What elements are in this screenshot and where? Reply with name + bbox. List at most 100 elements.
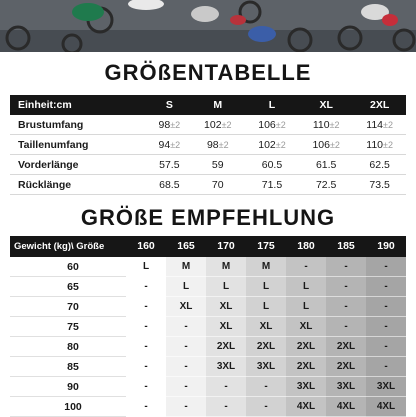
table-row: 65- L L L L - - [10, 277, 406, 297]
measure-cell: 98±2 [190, 134, 245, 155]
table-row: 80- -2XL 2XL 2XL 2XL - [10, 337, 406, 357]
tolerance: ±2 [383, 139, 393, 150]
size-recommendation-cell: 4XL [326, 397, 366, 417]
measure-cell: 94±2 [148, 134, 191, 155]
size-recommendation-cell: - [126, 397, 166, 417]
size-recommendation-cell: XL [246, 317, 286, 337]
size-recommendation-cell: 4XL [366, 397, 406, 417]
table-row: 90- - - -3XL 3XL 3XL [10, 377, 406, 397]
size-header: XL [299, 95, 354, 115]
weight-label: 60 [10, 257, 126, 277]
size-recommendation-cell: L [286, 297, 326, 317]
cyclists-illustration [0, 0, 416, 52]
weight-label: 100 [10, 397, 126, 417]
size-recommendation-cell: - [166, 317, 206, 337]
size-recommendation-cell: 3XL [366, 377, 406, 397]
size-recommendation-cell: L [166, 277, 206, 297]
size-chart-table: Einheit:cm S M L XL 2XL Brustumfang 98±2… [10, 95, 406, 195]
measure-value: 59 [190, 154, 245, 175]
size-chart-header-row: Einheit:cm S M L XL 2XL [10, 95, 406, 115]
measure-value: 106 [258, 118, 276, 131]
size-recommendation-cell: - [126, 277, 166, 297]
table-row: 70- XL XL L L - - [10, 297, 406, 317]
size-recommendation-cell: 3XL [206, 357, 246, 377]
table-row: 85- -3XL 3XL 2XL 2XL - [10, 357, 406, 377]
size-recommendation-cell: - [166, 377, 206, 397]
size-recommendation-cell: - [326, 257, 366, 277]
size-recommendation-cell: - [126, 337, 166, 357]
height-header: 190 [377, 240, 395, 252]
tolerance: ±2 [221, 119, 232, 130]
size-recommendation-cell: - [366, 317, 406, 337]
size-recommendation-cell: 2XL [326, 357, 366, 377]
measure-value: 72.5 [299, 174, 354, 195]
weight-label: 65 [10, 277, 126, 297]
size-recommendation-cell: L [126, 257, 166, 277]
size-recommendation-cell: - [126, 357, 166, 377]
measure-cell: 102±2 [190, 115, 245, 135]
size-recommendation-cell: - [366, 357, 406, 377]
tolerance: ±2 [275, 119, 286, 130]
table-row: Vorderlänge 57.5 59 60.5 61.5 62.5 [10, 154, 406, 175]
weight-height-corner-label: Gewicht (kg)\ Größe (cm) [14, 241, 105, 273]
tolerance: ±2 [170, 119, 181, 130]
size-recommendation-cell: - [326, 277, 366, 297]
size-recommendation-cell: - [366, 337, 406, 357]
measure-value: 73.5 [353, 174, 406, 195]
measure-value: 98 [158, 118, 171, 131]
size-recommendation-cell: 2XL [246, 337, 286, 357]
height-header: 185 [337, 240, 355, 252]
tolerance: ±2 [170, 139, 181, 150]
size-recommendation-cell: - [286, 257, 326, 277]
measure-value: 102 [204, 118, 222, 131]
measure-value: 62.5 [353, 154, 406, 175]
size-recommendation-cell: 2XL [206, 337, 246, 357]
size-recommendation-cell: M [246, 257, 286, 277]
measure-cell: 114±2 [353, 115, 406, 135]
measure-value: 110 [312, 118, 330, 131]
size-recommendation-cell: L [286, 277, 326, 297]
measure-value: 110 [366, 138, 384, 151]
size-recommendation-cell: XL [166, 297, 206, 317]
measure-value: 114 [366, 118, 384, 131]
weight-label: 75 [10, 317, 126, 337]
size-recommendation-cell: M [206, 257, 246, 277]
size-header: L [244, 95, 300, 115]
size-recommendation-cell: 3XL [286, 377, 326, 397]
size-recommendation-cell: 2XL [286, 337, 326, 357]
size-recommendation-cell: 3XL [246, 357, 286, 377]
measure-label: Vorderlänge [10, 154, 148, 175]
size-recommendation-cell: - [206, 397, 246, 417]
measure-label: Rücklänge [10, 174, 148, 195]
tolerance: ±2 [329, 119, 340, 130]
height-header: 175 [257, 240, 275, 252]
size-recommendation-cell: L [206, 277, 246, 297]
tolerance: ±2 [329, 139, 340, 150]
size-recommendation-cell: - [366, 257, 406, 277]
measure-value: 98 [206, 138, 219, 151]
size-recommendation-cell: - [246, 377, 286, 397]
header-photo-cyclists [0, 0, 416, 52]
recommendation-header-row: Gewicht (kg)\ Größe (cm) 160 165 170 175 180… [10, 236, 406, 273]
weight-label: 85 [10, 357, 126, 377]
measure-value: 68.5 [148, 174, 191, 195]
weight-label: 80 [10, 337, 126, 357]
tolerance: ±2 [218, 139, 229, 150]
size-recommendation-cell: 3XL [326, 377, 366, 397]
tolerance: ±2 [383, 119, 393, 130]
table-row: 100- - - -4XL 4XL 4XL [10, 397, 406, 417]
size-recommendation-cell: XL [206, 297, 246, 317]
measure-value: 71.5 [244, 174, 300, 195]
measure-value: 61.5 [299, 154, 354, 175]
measure-label: Brustumfang [10, 115, 148, 135]
measure-value: 70 [190, 174, 245, 195]
measure-cell: 110±2 [353, 134, 406, 155]
measure-value: 102 [258, 138, 276, 151]
size-recommendation-cell: - [326, 297, 366, 317]
size-recommendation-cell: - [206, 377, 246, 397]
table-row: Brustumfang 98±2 102±2 106±2 110±2 114±2 [10, 115, 406, 135]
height-header: 180 [297, 240, 315, 252]
size-recommendation-cell: - [126, 317, 166, 337]
weight-label: 90 [10, 377, 126, 397]
size-recommendation-cell: 4XL [286, 397, 326, 417]
